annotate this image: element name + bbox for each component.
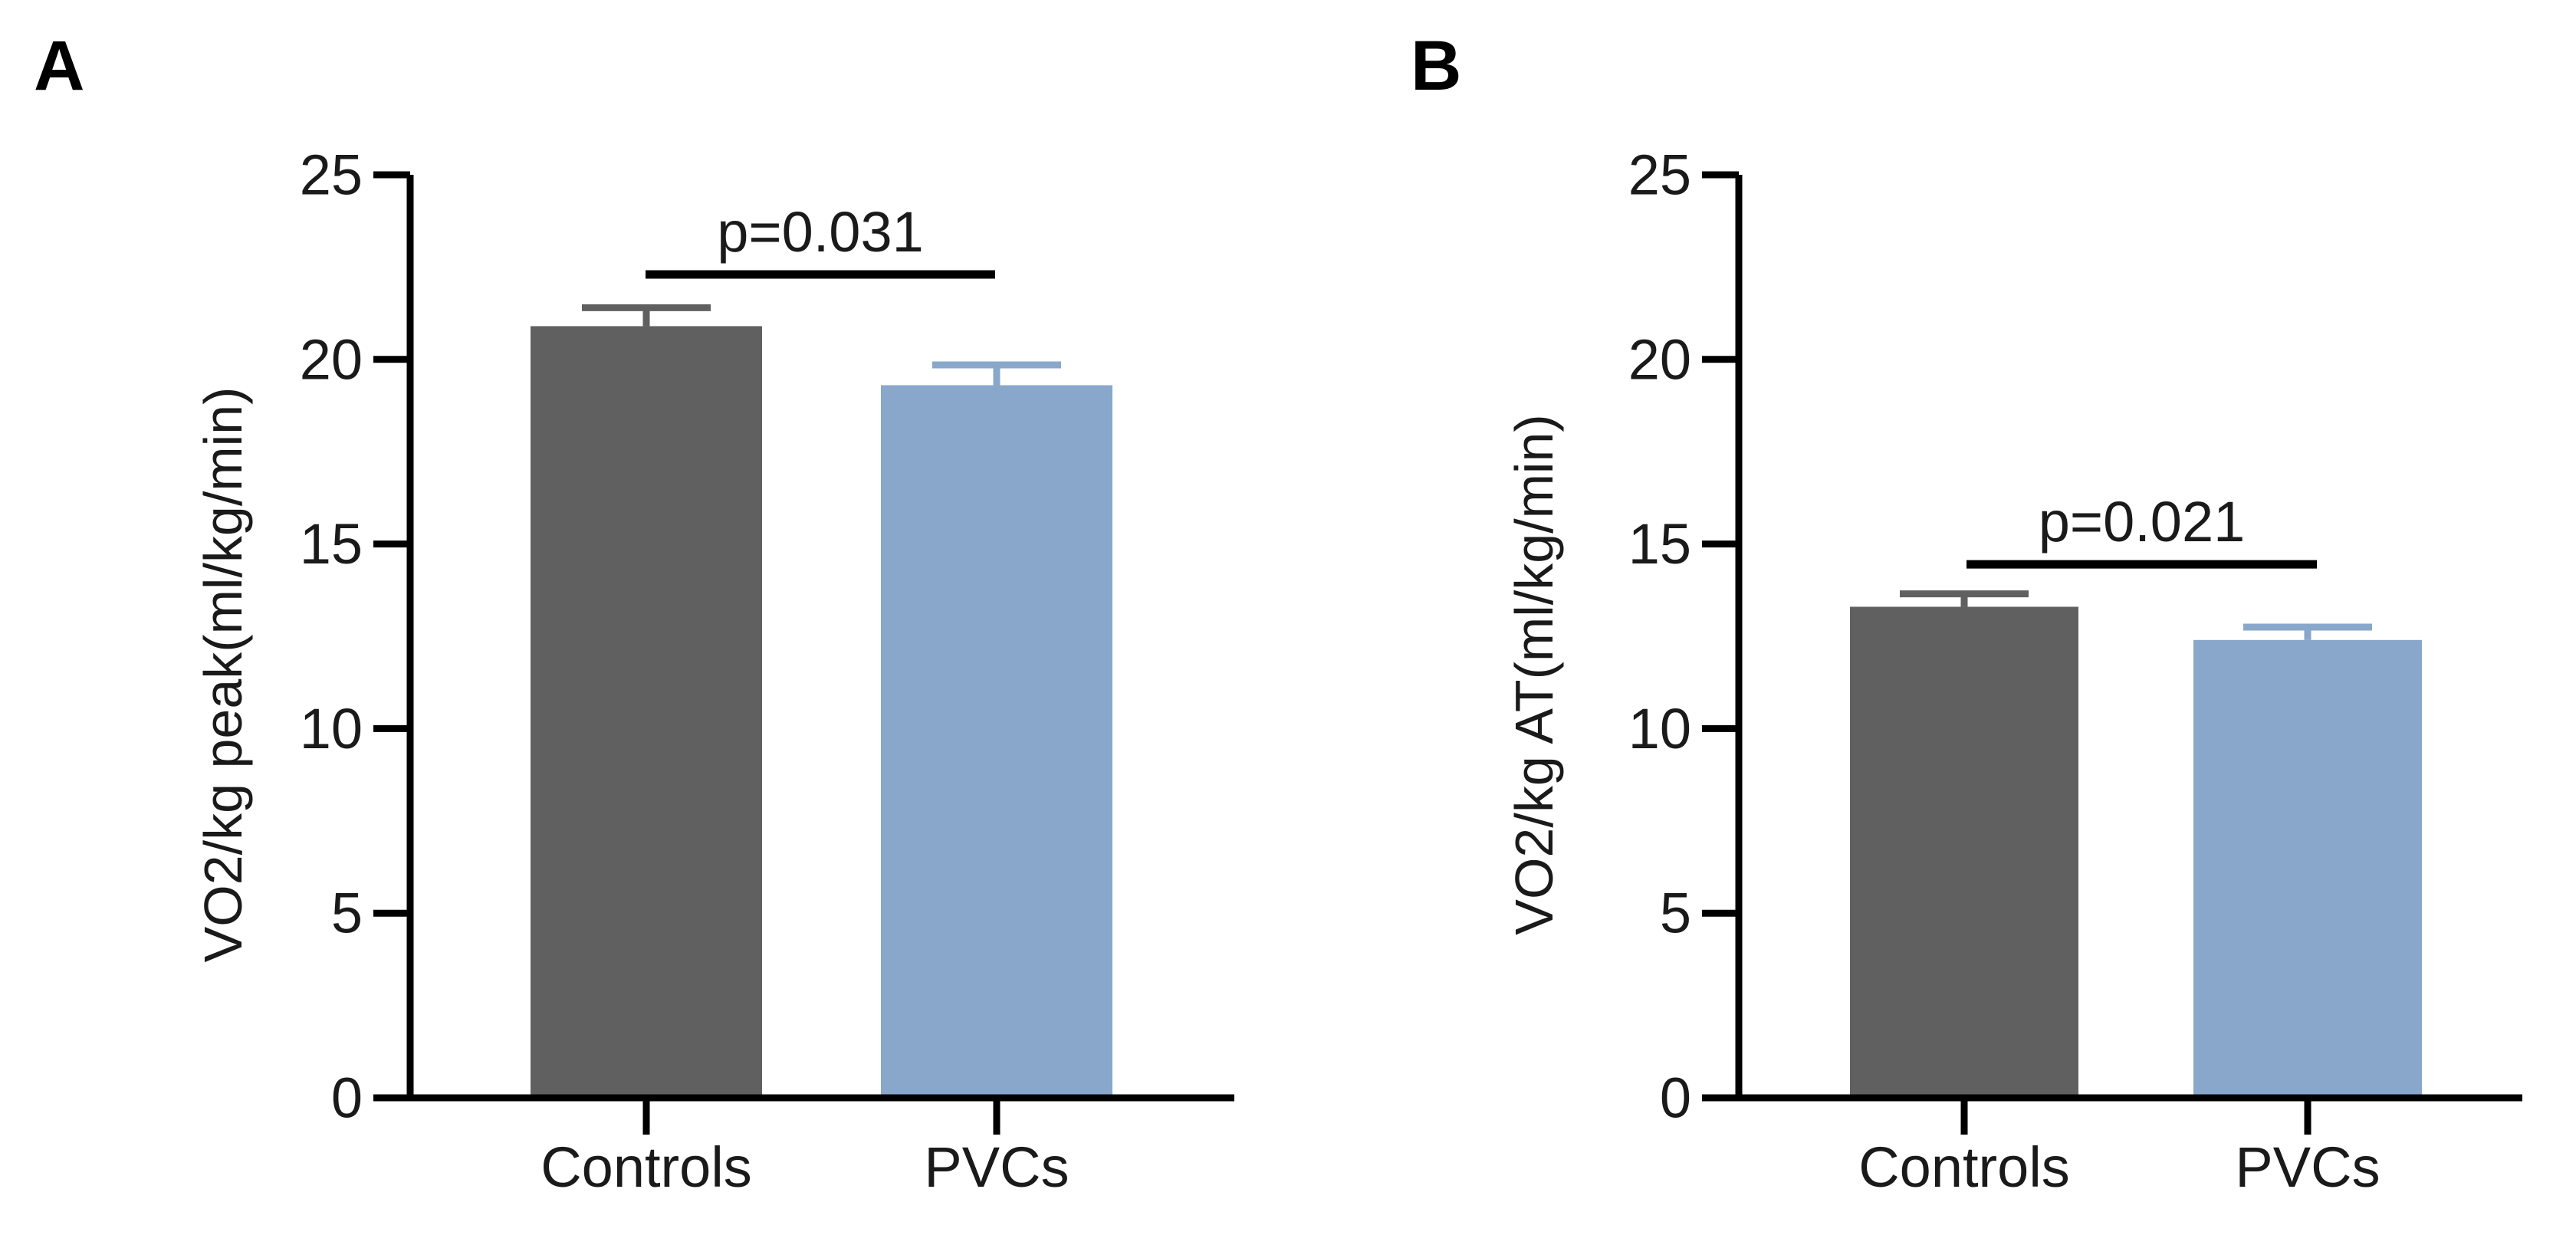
chart-panel-a: 0 5 10 15 20 25 Controls PVCs VO2/kg peak(ml/kg/… <box>34 27 1234 1199</box>
y-tick-label: 15 <box>1628 512 1691 576</box>
x-tick-label: PVCs <box>924 1135 1069 1199</box>
bar-pvcs <box>2193 639 2422 1098</box>
y-tick-label: 5 <box>1660 882 1691 945</box>
x-tick-label: Controls <box>1858 1135 2070 1199</box>
y-tick-label: 15 <box>300 512 363 576</box>
panel-label-b: B <box>1411 27 1462 105</box>
bar-chart-a: 0 5 10 15 20 25 Controls PVCs VO2/kg peak(ml/kg/… <box>193 143 1234 1199</box>
y-tick-label: 20 <box>1628 327 1691 391</box>
y-tick-label: 5 <box>331 882 363 945</box>
y-axis-title: VO2/kg AT(ml/kg/min) <box>1504 414 1564 935</box>
x-tick-label: Controls <box>540 1135 752 1199</box>
p-value-label: p=0.031 <box>717 200 924 264</box>
bar-pvcs <box>881 385 1112 1099</box>
y-tick-label: 10 <box>1628 697 1691 760</box>
y-tick-label: 20 <box>300 327 363 391</box>
y-tick-label: 25 <box>1628 143 1691 207</box>
chart-panel-b: 0 5 10 15 20 25 Controls PVCs VO2/kg AT(ml/kg/mi… <box>1288 0 2576 1245</box>
bar-controls <box>531 326 762 1098</box>
x-tick-label: PVCs <box>2235 1135 2380 1199</box>
p-value-label: p=0.021 <box>2039 490 2246 554</box>
y-tick-label: 25 <box>300 143 363 207</box>
bar-chart-b: 0 5 10 15 20 25 Controls PVCs VO2/kg AT(ml/kg/mi… <box>1504 143 2522 1199</box>
panel-label-a: A <box>34 27 85 105</box>
bar-controls <box>1850 606 2078 1098</box>
y-axis-title: VO2/kg peak(ml/kg/min) <box>193 387 253 963</box>
y-tick-label: 10 <box>300 697 363 760</box>
y-tick-label: 0 <box>1660 1066 1691 1130</box>
y-tick-label: 0 <box>331 1066 363 1130</box>
